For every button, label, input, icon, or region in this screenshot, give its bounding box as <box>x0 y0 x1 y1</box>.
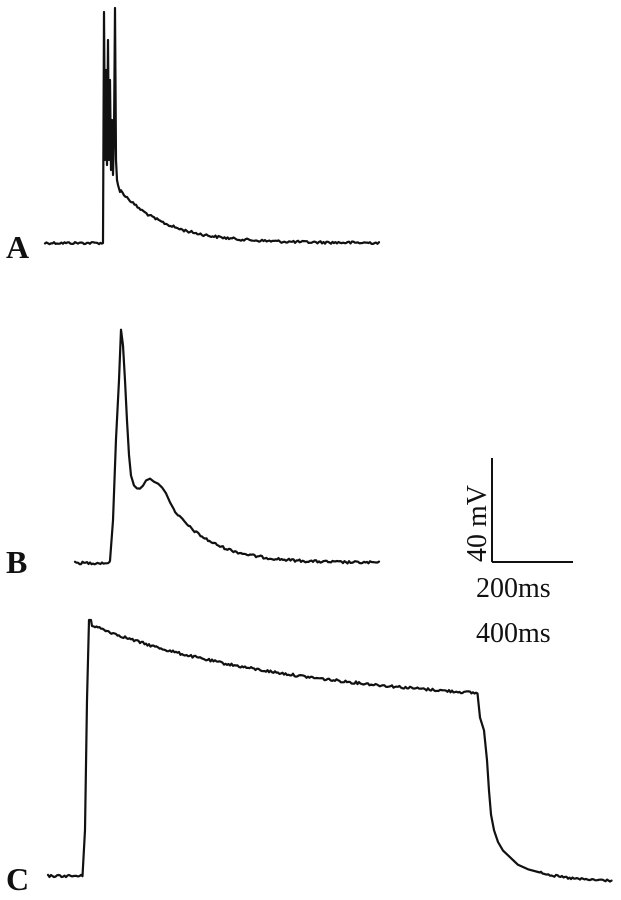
scale-voltage-label: 40 mV <box>462 485 493 562</box>
panel-b-label: B <box>6 544 27 580</box>
panel-c-label: C <box>6 861 29 897</box>
panel-a-label: A <box>6 229 29 265</box>
trace-c <box>46 618 613 883</box>
scale-time-label-1: 200ms <box>476 573 551 604</box>
trace-a <box>43 6 381 246</box>
trace-b <box>73 328 381 566</box>
scale-time-label-2: 400ms <box>476 618 551 649</box>
